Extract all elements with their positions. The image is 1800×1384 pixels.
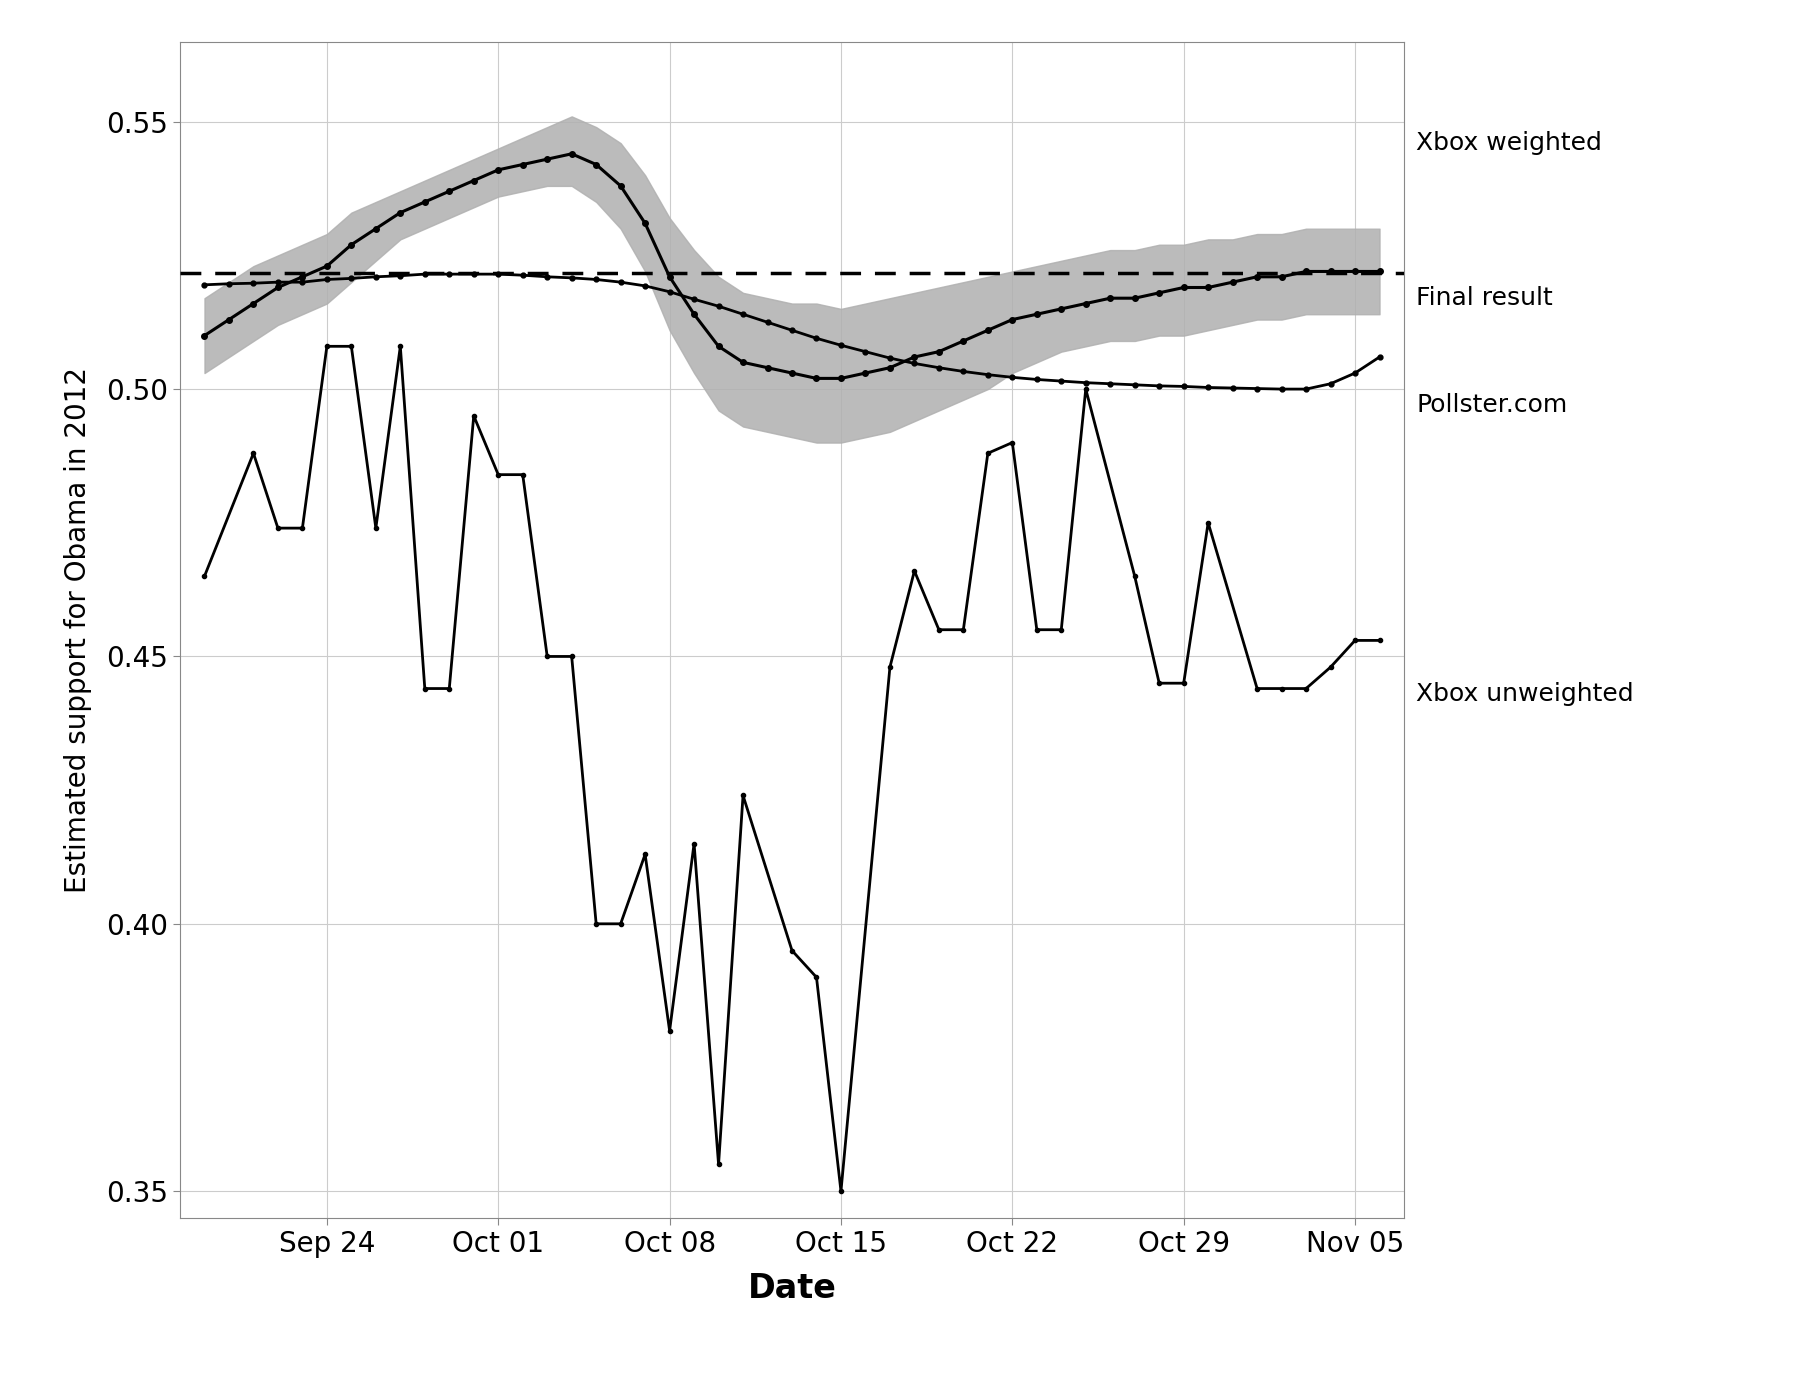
Text: Xbox weighted: Xbox weighted bbox=[1417, 131, 1602, 155]
Text: Final result: Final result bbox=[1417, 286, 1553, 310]
Y-axis label: Estimated support for Obama in 2012: Estimated support for Obama in 2012 bbox=[65, 367, 92, 893]
Text: Pollster.com: Pollster.com bbox=[1417, 393, 1568, 417]
Text: Xbox unweighted: Xbox unweighted bbox=[1417, 682, 1634, 706]
X-axis label: Date: Date bbox=[747, 1272, 837, 1305]
